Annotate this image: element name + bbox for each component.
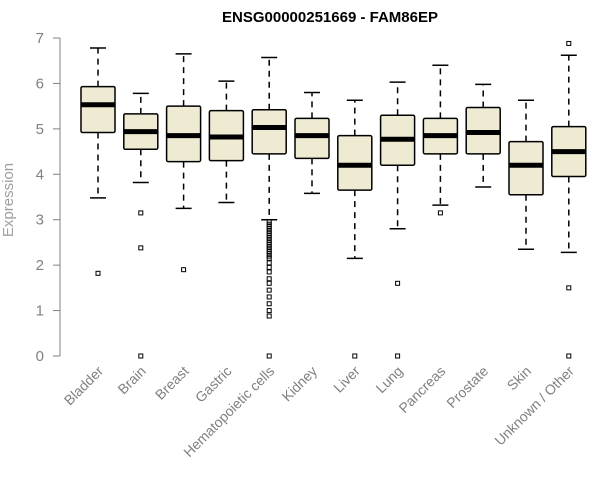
outlier-hematopoietic-cells-18 [266,264,272,270]
box-skin [508,99,544,250]
outlier-brain-2 [138,353,144,359]
outlier-hematopoietic-cells-16 [266,255,272,261]
outlier-hematopoietic-cells-27 [266,353,272,359]
boxes [80,40,587,359]
outlier-hematopoietic-cells-17 [266,260,272,266]
x-label-breast: Breast [152,363,192,403]
outlier-pancreas-0 [437,210,443,216]
box-body-bladder [80,85,116,134]
x-label-bladder: Bladder [61,363,107,409]
outlier-lung-0 [395,280,401,286]
outlier-unknown-other-0 [566,40,572,46]
y-tick-label-6: 6 [36,75,44,92]
outlier-brain-1 [138,245,144,251]
outlier-hematopoietic-cells-25 [266,308,272,314]
box-unknown-other [551,40,587,359]
outlier-hematopoietic-cells-23 [266,294,272,300]
x-label-kidney: Kidney [279,363,321,405]
box-brain [123,92,159,359]
outlier-hematopoietic-cells-20 [266,276,272,282]
outlier-unknown-other-2 [566,353,572,359]
x-label-gastric: Gastric [192,363,235,406]
x-label-liver: Liver [330,363,363,396]
y-tick-label-1: 1 [36,303,44,320]
outlier-liver-0 [352,353,358,359]
outlier-unknown-other-1 [566,285,572,291]
y-axis: 0 1 2 3 4 5 6 7 [36,30,61,365]
x-label-lung: Lung [372,363,405,396]
box-liver [337,99,373,359]
x-label-unknown-other: Unknown / Other [491,363,577,449]
box-gastric [208,80,245,204]
x-label-skin: Skin [504,363,535,394]
box-bladder [80,47,116,276]
outlier-breast-0 [181,267,187,273]
x-label-brain: Brain [114,363,148,397]
y-tick-label-7: 7 [36,30,44,47]
x-label-prostate: Prostate [443,363,491,411]
outlier-brain-0 [138,210,144,216]
box-lung [379,81,416,359]
box-hematopoietic-cells [251,56,287,359]
box-kidney [294,91,330,195]
x-label-pancreas: Pancreas [395,363,448,416]
outlier-lung-1 [395,353,401,359]
y-tick-label-4: 4 [36,166,44,183]
box-body-skin [508,140,544,196]
outlier-hematopoietic-cells-19 [266,269,272,275]
box-prostate [465,83,501,188]
outlier-bladder-0 [95,270,101,276]
outlier-hematopoietic-cells-24 [266,301,272,307]
chart-title: ENSG00000251669 - FAM86EP [222,9,438,26]
outlier-hematopoietic-cells-26 [266,313,272,319]
box-pancreas [422,64,459,216]
outlier-hematopoietic-cells-22 [266,287,272,293]
y-tick-label-2: 2 [36,257,44,274]
y-tick-label-0: 0 [36,348,44,365]
y-tick-label-3: 3 [36,212,44,229]
y-tick-label-5: 5 [36,121,44,138]
y-axis-label: Expression [0,163,17,237]
box-breast [165,53,202,273]
outlier-hematopoietic-cells-21 [266,280,272,286]
box-body-kidney [294,117,330,160]
box-body-hematopoietic-cells [251,109,287,155]
